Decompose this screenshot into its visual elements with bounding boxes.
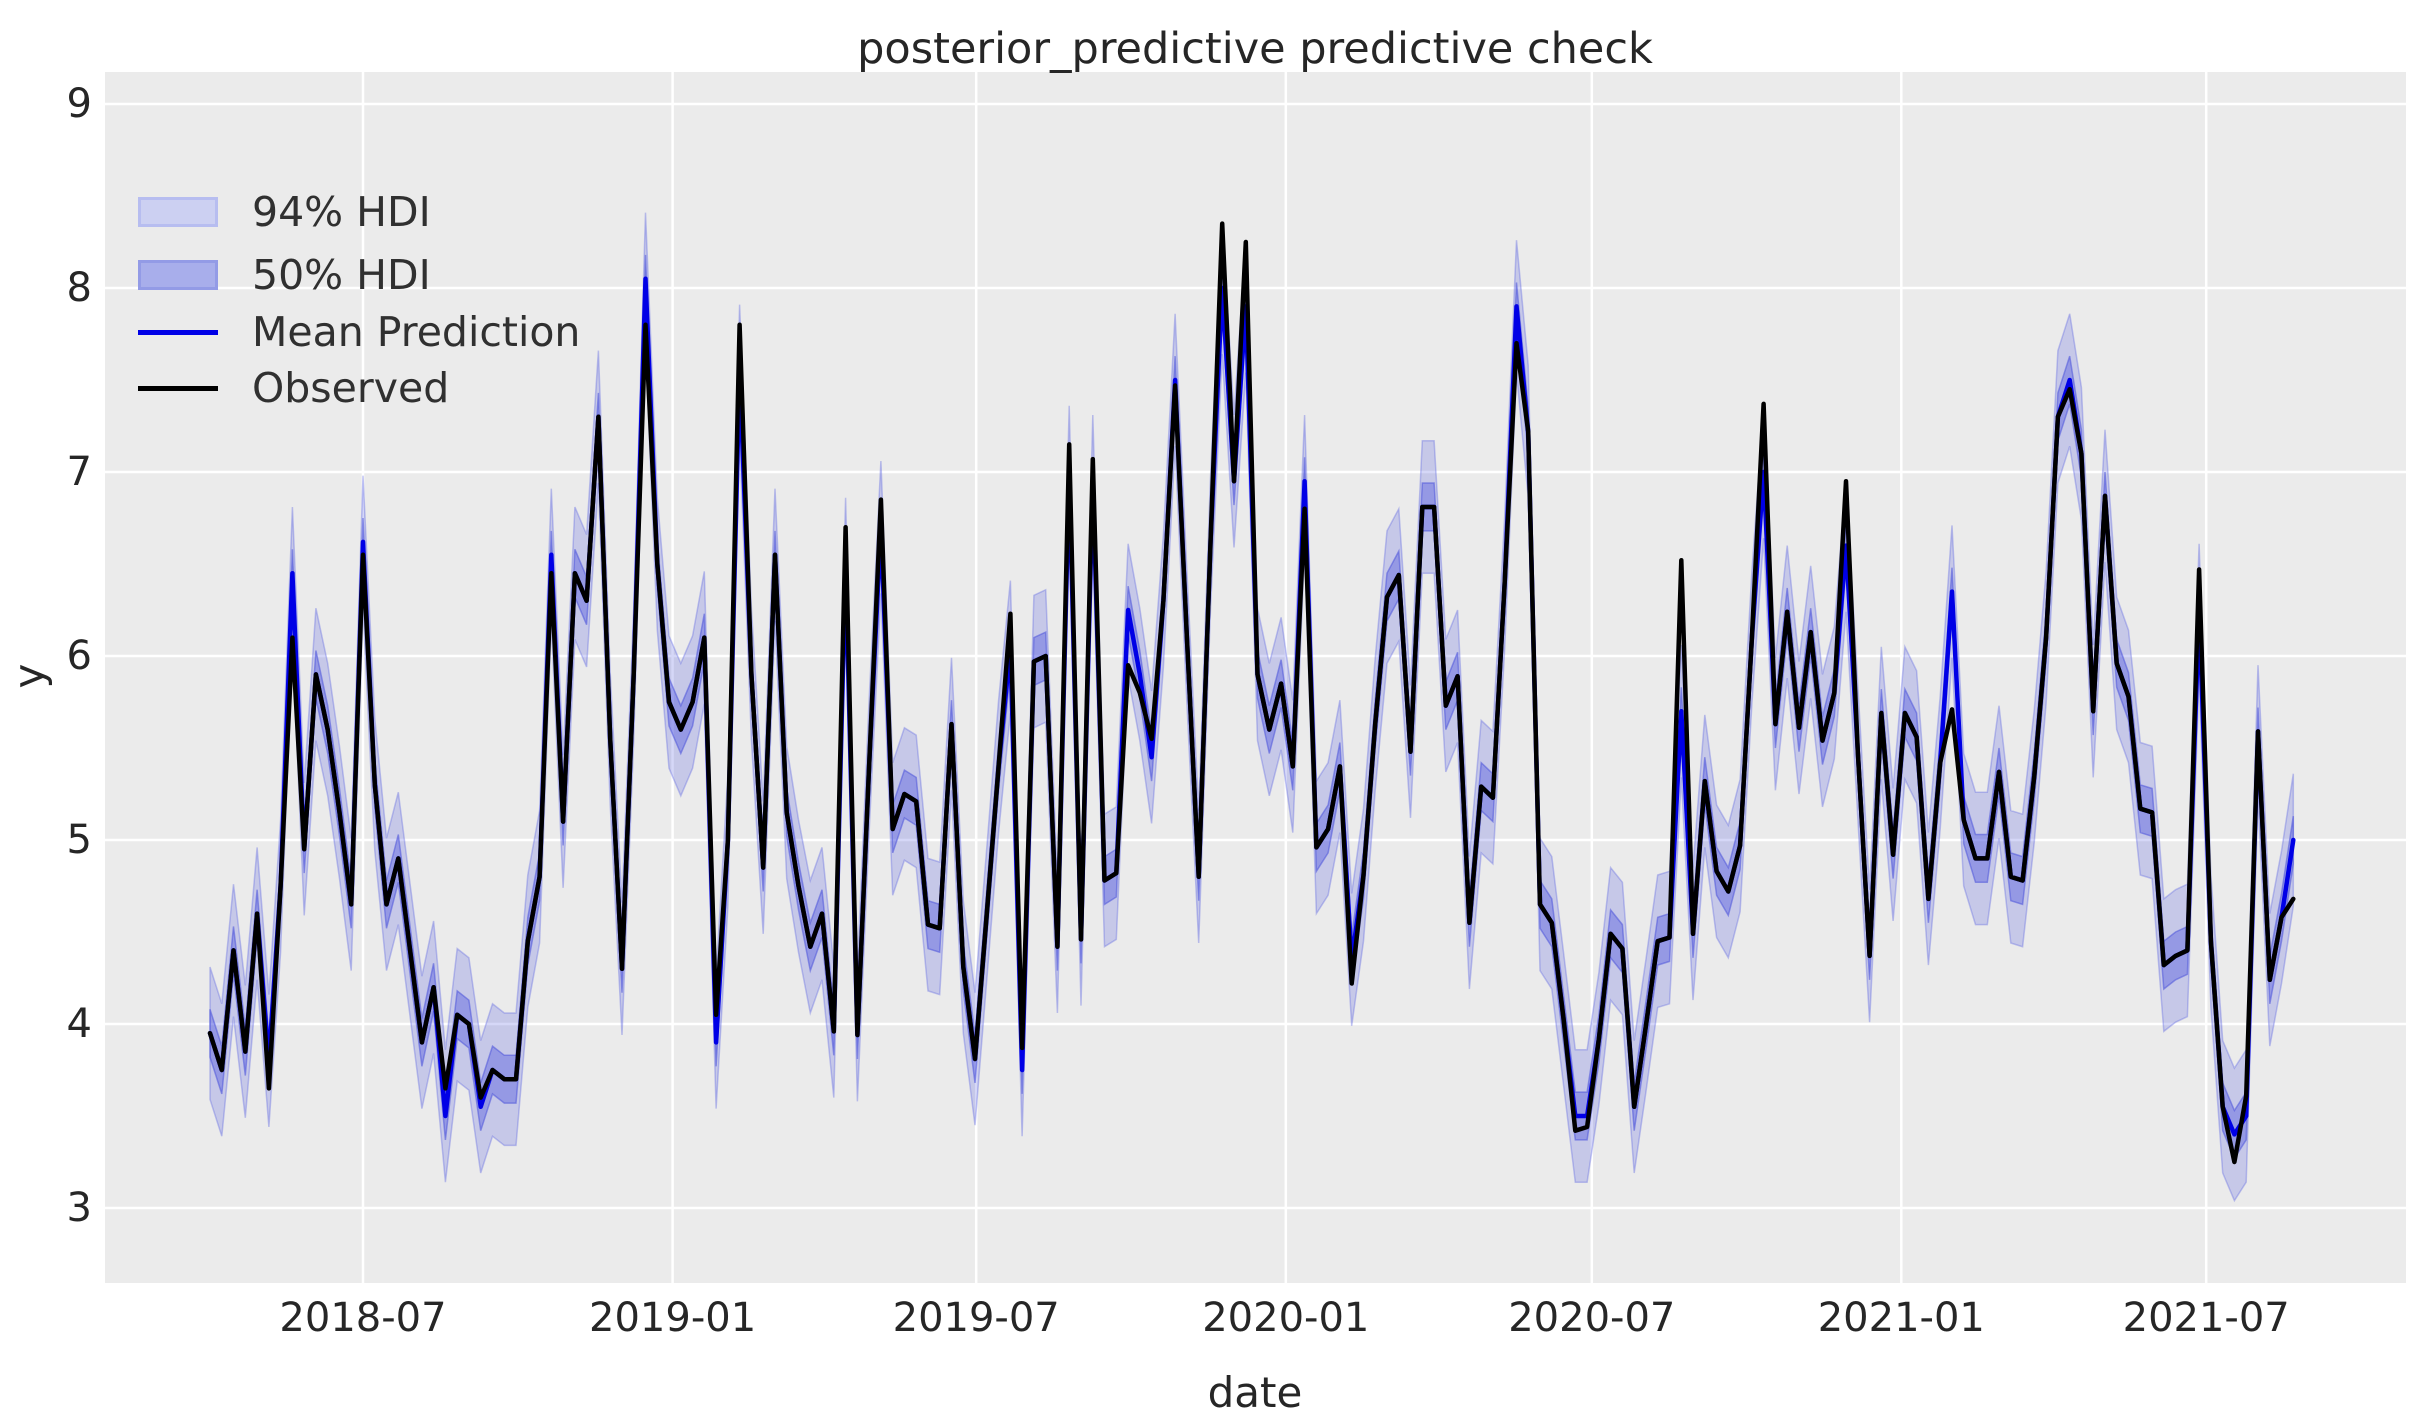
x-tick-label: 2021-07 — [2123, 1295, 2290, 1341]
y-tick-label: 9 — [67, 81, 92, 127]
x-tick-label: 2020-07 — [1508, 1295, 1675, 1341]
legend-label-hdi50: 50% HDI — [252, 250, 431, 299]
legend-item-hdi50: 50% HDI — [138, 254, 431, 296]
hdi-94-band — [209, 212, 2295, 1203]
y-tick-label: 7 — [67, 449, 92, 495]
legend-label-observed: Observed — [252, 363, 450, 412]
x-tick-label: 2019-07 — [893, 1295, 1060, 1341]
observed-line-swatch-icon — [138, 385, 218, 391]
x-tick-label: 2021-01 — [1818, 1295, 1985, 1341]
hdi-50-band — [209, 254, 2295, 1160]
x-tick-label: 2019-01 — [589, 1295, 756, 1341]
legend-item-mean: Mean Prediction — [138, 311, 580, 353]
legend-label-mean: Mean Prediction — [252, 307, 581, 356]
hdi50-swatch-icon — [138, 260, 218, 290]
observed-line — [207, 221, 2296, 1165]
y-tick-label: 8 — [67, 265, 92, 311]
chart-title: posterior_predictive predictive check — [857, 24, 1653, 74]
x-tick-label: 2018-07 — [279, 1295, 446, 1341]
hdi94-swatch-icon — [138, 197, 218, 227]
y-tick-label: 6 — [67, 633, 92, 679]
y-axis-label: y — [4, 663, 54, 689]
y-tick-label: 5 — [67, 817, 92, 863]
legend-item-observed: Observed — [138, 367, 449, 409]
mean-line-swatch-icon — [138, 329, 218, 335]
x-axis-label: date — [1207, 1368, 1303, 1417]
y-tick-label: 4 — [67, 1001, 92, 1047]
legend-item-hdi94: 94% HDI — [138, 191, 431, 233]
y-tick-label: 3 — [67, 1185, 92, 1231]
x-tick-label: 2020-01 — [1202, 1295, 1369, 1341]
legend-label-hdi94: 94% HDI — [252, 187, 431, 236]
